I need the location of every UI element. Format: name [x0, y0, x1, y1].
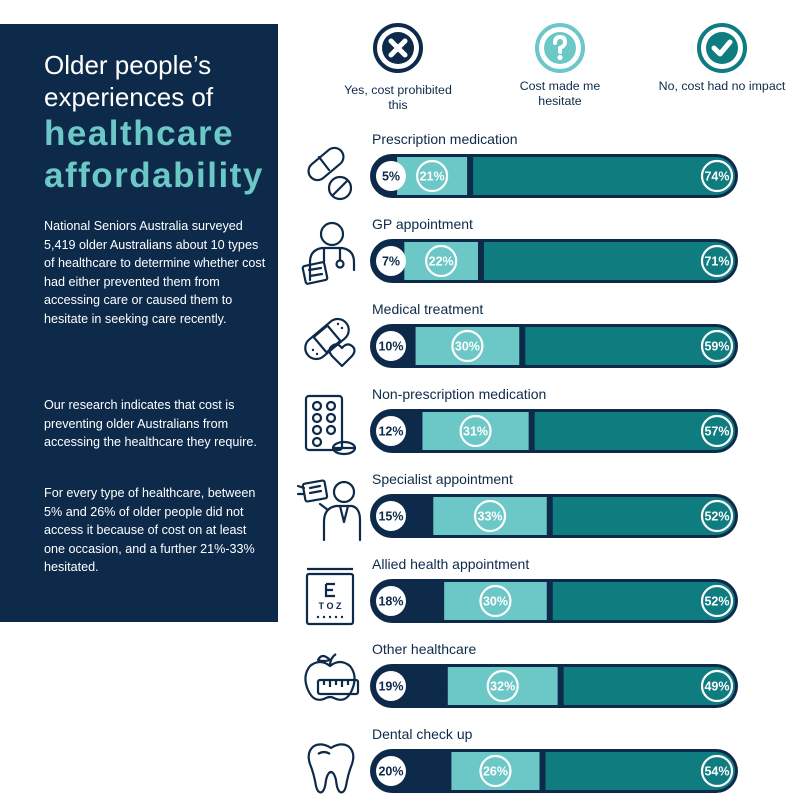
- value-label-hesitate: 30%: [483, 595, 508, 609]
- value-badge-no-impact: [700, 329, 734, 363]
- value-label-no-impact: 54%: [704, 765, 729, 779]
- legend-label-no-impact: No, cost had no impact: [658, 79, 786, 93]
- value-badge-no-impact: [700, 159, 734, 193]
- intro-paragraph-3: For every type of healthcare, between 5%…: [44, 486, 256, 575]
- tooth-icon: [307, 743, 355, 794]
- value-badge-prohibited: [376, 671, 406, 701]
- bar-segment-no-impact: [552, 497, 716, 535]
- value-label-no-impact: 57%: [704, 425, 729, 439]
- value-label-hesitate: 21%: [420, 170, 445, 184]
- bar-segment-no-impact: [473, 157, 716, 195]
- bar-row: Allied health appointment 18% 30% 52%: [370, 556, 738, 623]
- category-label: Other healthcare: [372, 641, 476, 657]
- value-badge-prohibited: [376, 246, 406, 276]
- stacked-bar-chart: Prescription medication 5% 21% 74% GP appoin…: [370, 131, 738, 793]
- specialist-icon: [296, 479, 362, 542]
- value-label-prohibited: 15%: [378, 510, 403, 524]
- value-badge-prohibited: [376, 161, 406, 191]
- value-badge-prohibited: [376, 501, 406, 531]
- category-label: Prescription medication: [372, 131, 518, 147]
- value-label-no-impact: 52%: [704, 595, 729, 609]
- legend-label-hesitate: Cost made me hesitate: [519, 79, 601, 108]
- value-badge-hesitate: [451, 329, 484, 363]
- blister-pack-icon: [304, 394, 357, 456]
- category-label: Dental check up: [372, 726, 473, 742]
- value-badge-prohibited: [376, 331, 406, 361]
- value-label-no-impact: 52%: [704, 510, 729, 524]
- doctor-icon: [301, 221, 356, 285]
- value-badge-prohibited: [376, 416, 406, 446]
- category-label: Non-prescription medication: [372, 386, 546, 402]
- value-label-hesitate: 22%: [429, 255, 454, 269]
- bar-row: Non-prescription medication 12% 31% 57%: [370, 386, 738, 453]
- value-badge-prohibited: [376, 756, 406, 786]
- title-highlight-1: healthcare: [44, 114, 235, 153]
- value-badge-hesitate: [416, 159, 449, 193]
- bar-row: Medical treatment 10% 30% 59%: [370, 301, 738, 368]
- category-label: GP appointment: [372, 216, 473, 232]
- value-badge-no-impact: [700, 584, 734, 618]
- value-label-prohibited: 19%: [378, 680, 403, 694]
- bar-segment-no-impact: [483, 242, 716, 280]
- value-label-hesitate: 32%: [490, 680, 515, 694]
- value-badge-no-impact: [700, 499, 734, 533]
- value-label-no-impact: 49%: [704, 680, 729, 694]
- eye-chart-icon: T O Z: [305, 567, 355, 626]
- title-line-2: experiences of: [44, 82, 214, 112]
- pills-icon: [307, 146, 353, 201]
- cross-icon: [373, 23, 423, 73]
- bar-segment-no-impact: [534, 412, 716, 450]
- bar-row: Specialist appointment 15% 33% 52%: [370, 471, 738, 538]
- svg-text:T O Z: T O Z: [319, 601, 342, 611]
- value-label-hesitate: 33%: [478, 510, 503, 524]
- value-badge-hesitate: [425, 244, 458, 278]
- value-badge-hesitate: [459, 414, 492, 448]
- value-label-prohibited: 12%: [378, 425, 403, 439]
- intro-paragraph-1: National Seniors Australia surveyed 5,41…: [44, 219, 266, 326]
- value-badge-hesitate: [479, 754, 512, 788]
- value-label-prohibited: 18%: [378, 595, 403, 609]
- value-label-prohibited: 7%: [382, 255, 400, 269]
- value-label-no-impact: 74%: [704, 170, 729, 184]
- value-label-prohibited: 20%: [378, 765, 403, 779]
- category-label: Specialist appointment: [372, 471, 513, 487]
- value-badge-no-impact: [700, 754, 734, 788]
- value-badge-prohibited: [376, 586, 406, 616]
- category-label: Medical treatment: [372, 301, 483, 317]
- bar-segment-no-impact: [545, 752, 716, 790]
- legend-label-prohibited: Yes, cost prohibited this: [344, 83, 452, 112]
- value-badge-no-impact: [700, 244, 734, 278]
- bar-row: GP appointment 7% 22% 71%: [370, 216, 738, 283]
- value-label-prohibited: 5%: [382, 170, 400, 184]
- value-badge-hesitate: [486, 669, 519, 703]
- value-label-no-impact: 71%: [704, 255, 729, 269]
- bar-row: Dental check up 20% 26% 54%: [370, 726, 738, 793]
- value-label-no-impact: 59%: [704, 340, 729, 354]
- check-icon: [697, 23, 747, 73]
- title-highlight-2: affordability: [44, 156, 264, 195]
- value-label-prohibited: 10%: [378, 340, 403, 354]
- value-badge-hesitate: [479, 584, 512, 618]
- value-badge-no-impact: [700, 414, 734, 448]
- intro-panel: Older people’s experiences of healthcare…: [0, 24, 278, 622]
- bar-row: Other healthcare 19% 32% 49%: [370, 641, 738, 708]
- category-label: Allied health appointment: [372, 556, 529, 572]
- apple-tape-icon: [304, 653, 360, 701]
- bandage-heart-icon: [304, 317, 356, 368]
- bar-segment-no-impact: [563, 667, 716, 705]
- value-label-hesitate: 31%: [463, 425, 488, 439]
- question-icon: [535, 23, 585, 73]
- value-badge-no-impact: [700, 669, 734, 703]
- title-line-1: Older people’s: [44, 50, 212, 80]
- bar-row: Prescription medication 5% 21% 74%: [370, 131, 738, 198]
- bar-segment-no-impact: [525, 327, 716, 365]
- bar-segment-no-impact: [552, 582, 716, 620]
- intro-paragraph-2: Our research indicates that cost is prev…: [44, 398, 257, 450]
- value-label-hesitate: 30%: [455, 340, 480, 354]
- value-label-hesitate: 26%: [483, 765, 508, 779]
- value-badge-hesitate: [473, 499, 507, 533]
